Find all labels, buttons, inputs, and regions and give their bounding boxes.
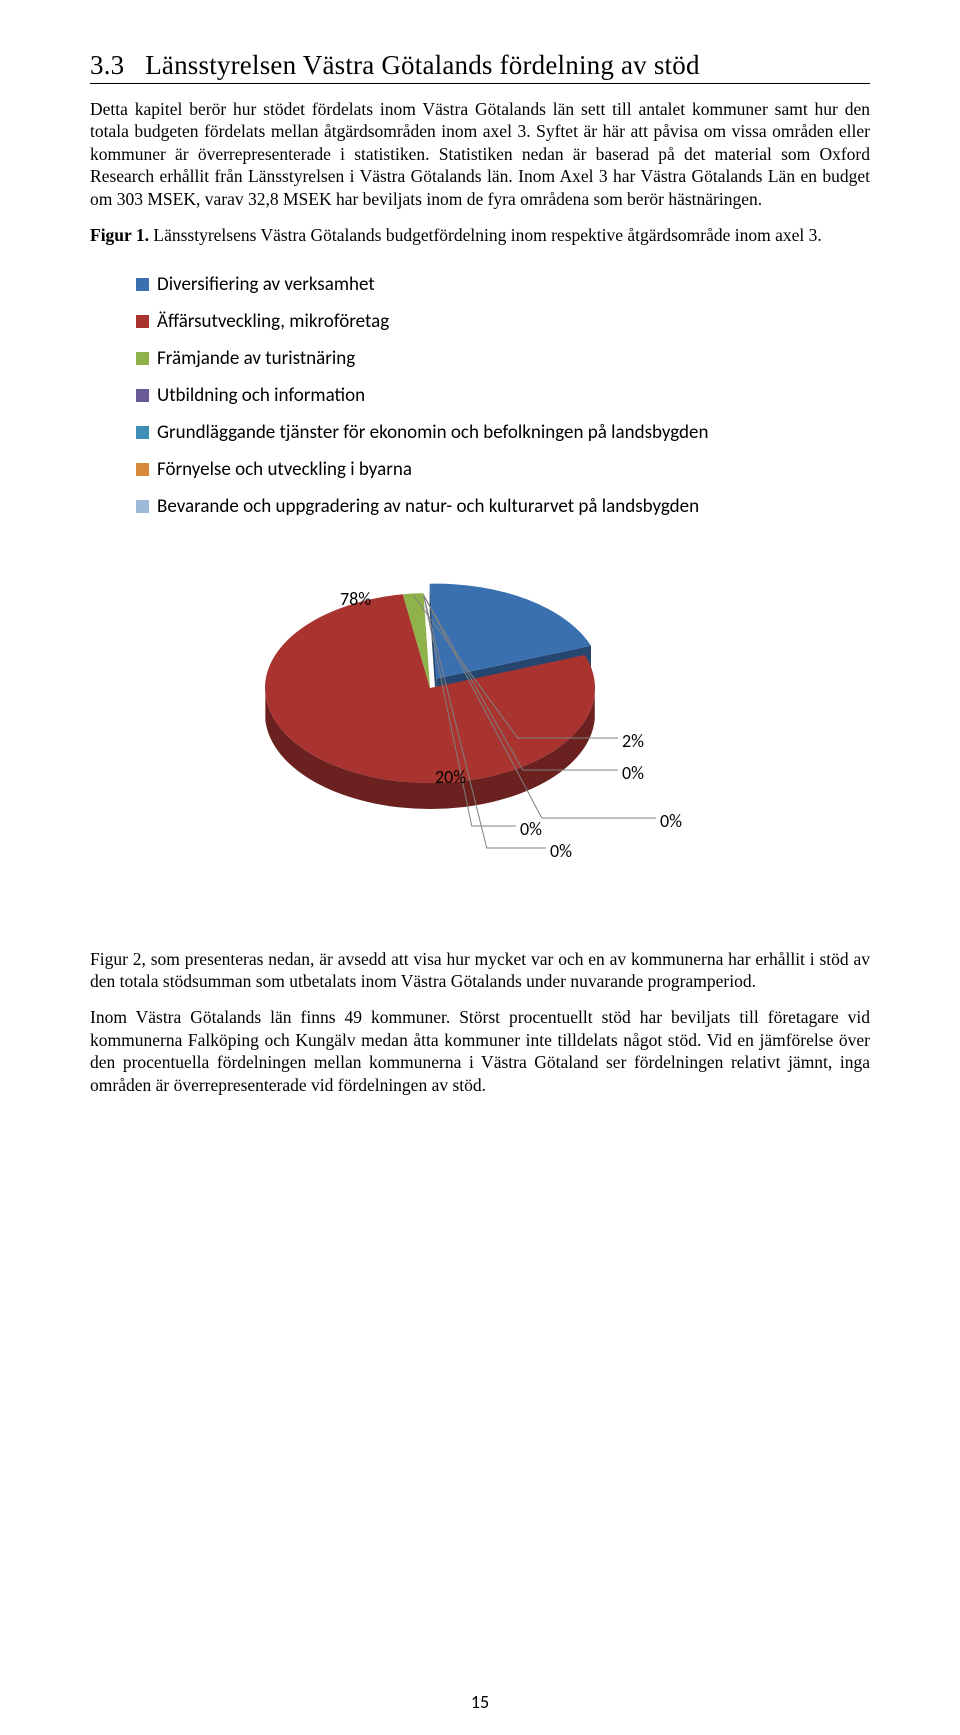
section-heading: 3.3 Länsstyrelsen Västra Götalands förde… — [90, 50, 870, 84]
legend-item: Äffärsutveckling, mikroföretag — [136, 310, 870, 333]
paragraph-1: Detta kapitel berör hur stödet fördelats… — [90, 98, 870, 210]
paragraph-2: Figur 2, som presenteras nedan, är avsed… — [90, 948, 870, 993]
pie-slice-label: 0% — [550, 840, 572, 862]
legend-label: Diversifiering av verksamhet — [157, 273, 375, 296]
legend-swatch — [136, 278, 149, 291]
document-page: 3.3 Länsstyrelsen Västra Götalands förde… — [0, 0, 960, 1735]
legend-item: Diversifiering av verksamhet — [136, 273, 870, 296]
figure-1-label: Figur 1. — [90, 225, 149, 245]
pie-slice-label: 0% — [622, 762, 644, 784]
pie-slice-label: 2% — [622, 730, 644, 752]
pie-slice-label: 0% — [520, 818, 542, 840]
legend-item: Grundläggande tjänster för ekonomin och … — [136, 421, 870, 444]
legend-swatch — [136, 352, 149, 365]
legend-label: Främjande av turistnäring — [157, 347, 355, 370]
legend-label: Förnyelse och utveckling i byarna — [157, 458, 412, 481]
heading-number: 3.3 — [90, 50, 124, 80]
legend-swatch — [136, 500, 149, 513]
legend-swatch — [136, 315, 149, 328]
pie-chart-container: 78% 20% 2% 0% 0% 0% 0% — [90, 548, 870, 888]
figure-1-caption-text: Länsstyrelsens Västra Götalands budgetfö… — [149, 225, 822, 245]
legend-label: Utbildning och information — [157, 384, 365, 407]
legend-label: Bevarande och uppgradering av natur- och… — [157, 495, 699, 518]
pie-chart: 78% 20% 2% 0% 0% 0% 0% — [240, 548, 720, 888]
legend-item: Utbildning och information — [136, 384, 870, 407]
legend-swatch — [136, 463, 149, 476]
legend-item: Förnyelse och utveckling i byarna — [136, 458, 870, 481]
figure-1-caption: Figur 1. Länsstyrelsens Västra Götalands… — [90, 224, 870, 247]
page-number: 15 — [90, 1691, 870, 1713]
pie-slice-label: 0% — [660, 810, 682, 832]
legend-swatch — [136, 426, 149, 439]
paragraph-3: Inom Västra Götalands län finns 49 kommu… — [90, 1006, 870, 1096]
legend-swatch — [136, 389, 149, 402]
heading-text: Länsstyrelsen Västra Götalands fördelnin… — [145, 50, 699, 80]
legend-item: Bevarande och uppgradering av natur- och… — [136, 495, 870, 518]
legend-item: Främjande av turistnäring — [136, 347, 870, 370]
chart-legend: Diversifiering av verksamhet Äffärsutveck… — [136, 273, 870, 518]
pie-slice-label: 78% — [340, 588, 371, 610]
legend-label: Äffärsutveckling, mikroföretag — [157, 310, 389, 333]
legend-label: Grundläggande tjänster för ekonomin och … — [157, 421, 708, 444]
pie-slice-label: 20% — [435, 766, 466, 788]
